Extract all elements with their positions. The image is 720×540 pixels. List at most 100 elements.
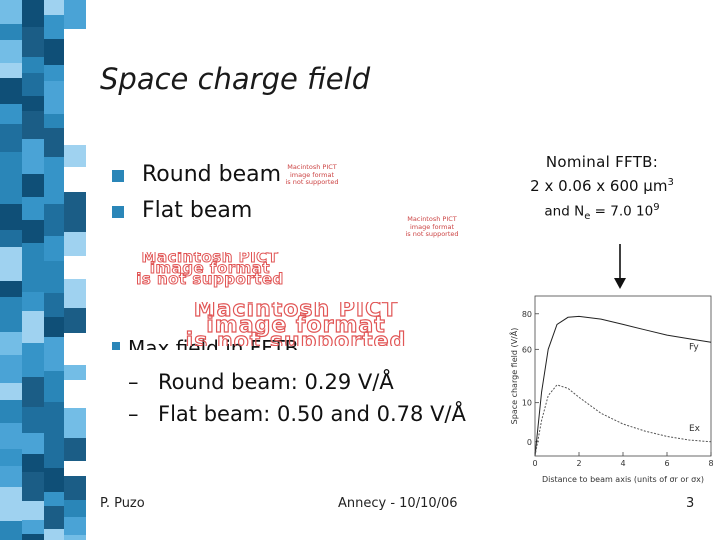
mosaic-cell xyxy=(22,292,44,311)
mosaic-cell xyxy=(0,466,22,487)
mosaic-cell xyxy=(0,40,22,63)
mosaic-cell xyxy=(0,78,22,104)
pict-placeholder-large-2: Macintosh PICT image format is not suppo… xyxy=(185,302,407,346)
mosaic-cell xyxy=(22,407,44,433)
mosaic-cell xyxy=(64,83,86,98)
mosaic-cell xyxy=(22,57,44,73)
mosaic-cell xyxy=(22,377,44,407)
mosaic-cell xyxy=(44,65,64,81)
mosaic-cell xyxy=(0,104,22,124)
mosaic-cell xyxy=(0,281,22,297)
x-axis-label: Distance to beam axis (units of σr or σx… xyxy=(542,475,704,484)
mosaic-cell xyxy=(44,492,64,506)
footer-page-number: 3 xyxy=(686,496,695,511)
mosaic-cell xyxy=(64,0,86,29)
x-tick-label: 6 xyxy=(664,459,669,468)
mosaic-cell xyxy=(0,383,22,400)
mosaic-cell xyxy=(64,535,86,540)
mosaic-cell xyxy=(64,118,86,145)
mosaic-cell xyxy=(44,236,64,261)
mosaic-cell xyxy=(44,529,64,540)
mosaic-cell xyxy=(64,256,86,279)
mosaic-cell xyxy=(22,472,44,501)
mosaic-cell xyxy=(0,449,22,466)
mosaic-cell xyxy=(44,317,64,337)
mosaic-cell xyxy=(64,500,86,517)
space-charge-plot: 0 2 4 6 8 80 60 10 0 Fy Ex Space charge field (V/Å… xyxy=(508,295,714,484)
mosaic-cell xyxy=(64,145,86,167)
mosaic-cell xyxy=(0,502,22,521)
mosaic-cell xyxy=(64,50,86,83)
mosaic-cell xyxy=(22,27,44,57)
pict-placeholder-small-2: Macintosh PICT image format is not suppo… xyxy=(405,215,459,238)
mosaic-cell xyxy=(64,517,86,535)
x-tick-label: 2 xyxy=(576,459,581,468)
mosaic-cell xyxy=(22,96,44,111)
mosaic-cell xyxy=(0,204,22,230)
mosaic-cell xyxy=(0,247,22,281)
mosaic-cell xyxy=(44,157,64,185)
mosaic-cell xyxy=(44,506,64,529)
mosaic-cell xyxy=(22,174,44,197)
series-label: Fy xyxy=(689,342,699,352)
mosaic-cell xyxy=(44,221,64,236)
mosaic-cell xyxy=(22,534,44,540)
mosaic-cell xyxy=(22,139,44,174)
mosaic-cell xyxy=(44,371,64,402)
slide-title: Space charge field xyxy=(100,62,371,96)
mosaic-cell xyxy=(44,185,64,204)
pict-placeholder-large-1: Macintosh PICT image format is not suppo… xyxy=(136,252,284,288)
mosaic-cell xyxy=(64,192,86,208)
mosaic-cell xyxy=(44,261,64,293)
series-line-Ex xyxy=(534,384,712,457)
mosaic-cell xyxy=(44,337,64,352)
mosaic-cell xyxy=(0,297,22,332)
mosaic-cell xyxy=(64,476,86,500)
footer-author: P. Puzo xyxy=(100,496,145,511)
x-tick-label: 0 xyxy=(532,459,537,468)
mosaic-cell xyxy=(44,128,64,157)
mosaic-cell xyxy=(22,0,44,27)
bullet-label: Round beam xyxy=(142,162,282,187)
mosaic-cell xyxy=(64,308,86,333)
mosaic-cell xyxy=(64,279,86,308)
mosaic-cell xyxy=(22,343,44,377)
mosaic-cell xyxy=(44,0,64,15)
nominal-fftb-note: Nominal FFTB: 2 x 0.06 x 600 μm3 and Ne … xyxy=(530,153,674,223)
bullet-flat-beam: Flat beam xyxy=(110,196,281,232)
mosaic-cell xyxy=(44,204,64,221)
y-tick-label: 10 xyxy=(522,399,532,408)
mosaic-cell xyxy=(44,446,64,468)
mosaic-cell xyxy=(0,152,22,176)
mosaic-cell xyxy=(22,501,44,520)
bullet-round-beam: Round beam xyxy=(110,160,281,196)
down-arrow-icon xyxy=(614,244,626,289)
partial-bullet-label: Max field in FFTB xyxy=(128,336,299,350)
mosaic-cell xyxy=(44,419,64,446)
mosaic-cell xyxy=(44,81,64,114)
y-axis-label: Space charge field (V/Å) xyxy=(508,328,519,425)
mosaic-cell xyxy=(22,111,44,139)
mosaic-cell xyxy=(44,402,64,419)
bullet-square-icon xyxy=(112,170,124,182)
x-tick-label: 8 xyxy=(708,459,713,468)
mosaic-cell xyxy=(44,293,64,317)
mosaic-cell xyxy=(64,408,86,438)
mosaic-cell xyxy=(44,15,64,39)
mosaic-cell xyxy=(0,230,22,247)
mosaic-cell xyxy=(44,39,64,65)
mosaic-cell xyxy=(0,521,22,540)
mosaic-cell xyxy=(64,167,86,192)
y-tick-label: 80 xyxy=(522,310,532,319)
mosaic-cell xyxy=(22,73,44,96)
sub-item-flat-beam: – Flat beam: 0.50 and 0.78 V/Å xyxy=(128,402,466,426)
bullet-label: Flat beam xyxy=(142,198,253,223)
plot-frame xyxy=(534,295,712,457)
mosaic-cell xyxy=(22,520,44,534)
mosaic-cell xyxy=(0,24,22,40)
mosaic-sidebar xyxy=(0,0,86,540)
mosaic-cell xyxy=(22,243,44,262)
mosaic-cell xyxy=(64,208,86,232)
partial-bullet: Max field in FFTB xyxy=(112,336,492,350)
